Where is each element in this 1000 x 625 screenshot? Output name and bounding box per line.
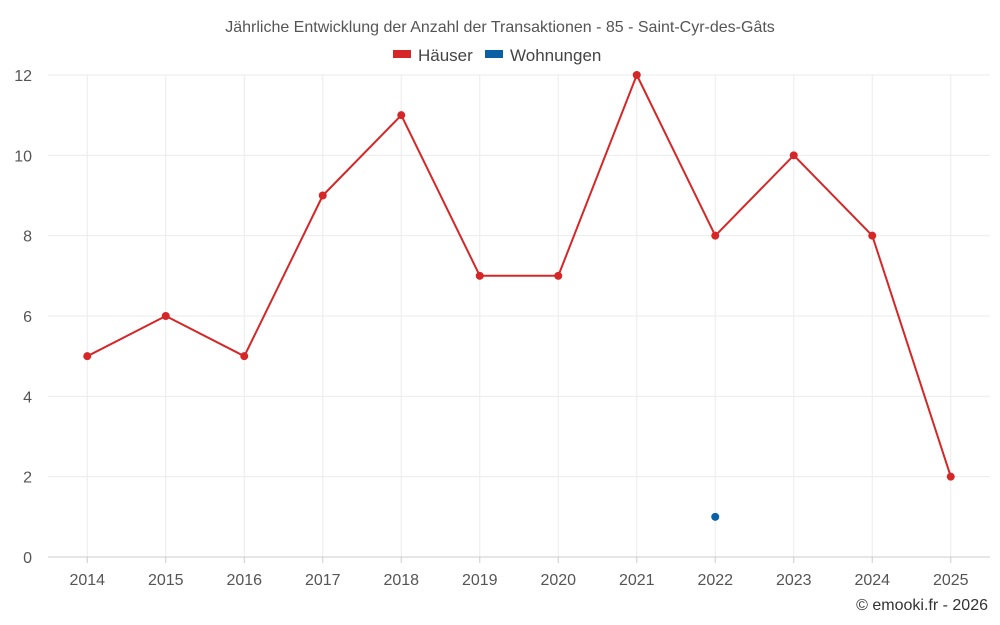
x-tick-label: 2019: [462, 572, 498, 589]
data-point[interactable]: [475, 271, 484, 280]
y-tick-label: 8: [23, 229, 32, 246]
x-tick-label: 2024: [854, 572, 890, 589]
x-tick-label: 2022: [697, 572, 733, 589]
gridlines: [48, 74, 990, 557]
x-tick-label: 2016: [226, 572, 262, 589]
x-tick-label: 2014: [69, 572, 105, 589]
legend: Häuser Wohnungen: [393, 46, 601, 65]
data-point[interactable]: [318, 191, 327, 200]
legend-item-wohnungen[interactable]: Wohnungen: [485, 46, 601, 65]
y-axis: 0 2 4 6 8 10 12: [14, 68, 32, 567]
legend-swatch-haeuser: [393, 50, 411, 58]
data-point[interactable]: [632, 71, 641, 79]
data-point[interactable]: [711, 231, 720, 240]
data-point[interactable]: [946, 472, 955, 481]
x-tick-label: 2020: [540, 572, 576, 589]
legend-label-haeuser: Häuser: [418, 46, 473, 65]
y-tick-label: 10: [14, 148, 32, 165]
legend-label-wohnungen: Wohnungen: [510, 46, 601, 65]
x-tick-label: 2021: [619, 572, 655, 589]
y-tick-label: 6: [23, 309, 32, 326]
series-layer: [83, 71, 955, 521]
data-point[interactable]: [397, 111, 406, 120]
data-point[interactable]: [240, 352, 249, 361]
y-tick-label: 2: [23, 470, 32, 487]
x-tick-label: 2025: [933, 572, 969, 589]
series-wohnungen: [711, 512, 720, 521]
x-tick-label: 2018: [383, 572, 419, 589]
y-tick-label: 4: [23, 389, 32, 406]
x-tick-label: 2015: [148, 572, 184, 589]
credit: © emooki.fr - 2026: [856, 597, 988, 614]
data-point[interactable]: [868, 231, 877, 240]
series-haeuser: [83, 71, 955, 481]
legend-swatch-wohnungen: [485, 50, 503, 58]
y-tick-label: 12: [14, 68, 32, 85]
data-point[interactable]: [789, 151, 798, 160]
x-tick-label: 2023: [776, 572, 812, 589]
y-tick-label: 0: [23, 550, 32, 567]
x-tick-label: 2017: [305, 572, 341, 589]
series-line: [86, 74, 952, 478]
data-point[interactable]: [711, 512, 720, 521]
data-point[interactable]: [83, 352, 92, 361]
data-point[interactable]: [554, 271, 563, 280]
chart-title: Jährliche Entwicklung der Anzahl der Tra…: [225, 19, 775, 36]
legend-item-haeuser[interactable]: Häuser: [393, 46, 473, 65]
x-axis: 2014 2015 2016 2017 2018 2019 2020 2021 2022 2023…: [69, 557, 969, 589]
data-point[interactable]: [161, 312, 170, 320]
